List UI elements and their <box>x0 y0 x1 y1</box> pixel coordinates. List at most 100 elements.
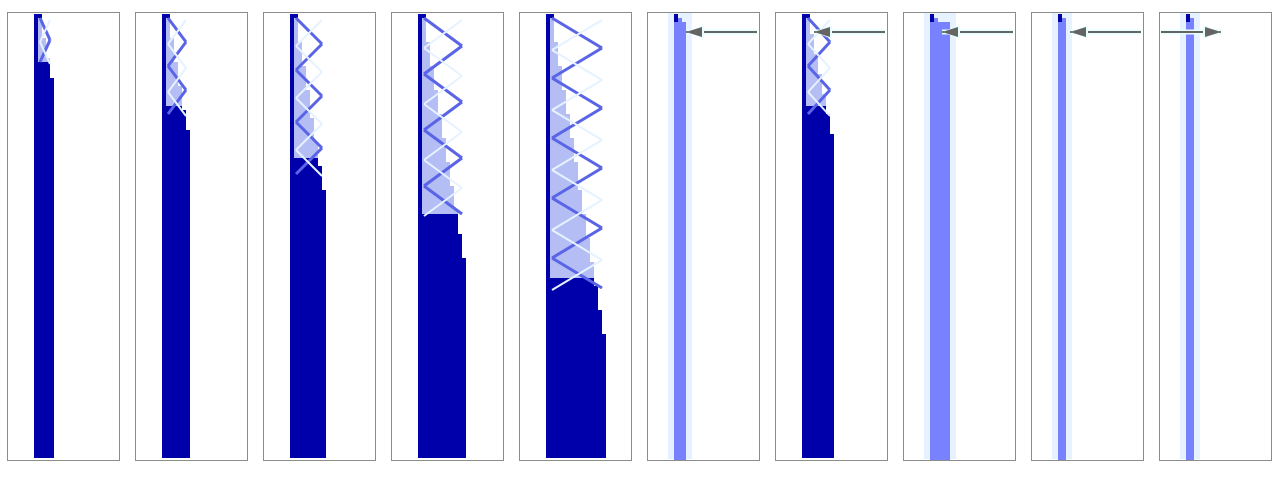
diagonal-line <box>551 46 603 80</box>
dark-edge <box>418 110 422 114</box>
dark-row <box>290 262 326 266</box>
dark-edge <box>290 86 294 90</box>
dark-row <box>162 298 190 302</box>
dark-row <box>34 386 54 390</box>
dark-row <box>162 426 190 430</box>
dark-row <box>290 346 326 350</box>
panel-8 <box>903 12 1016 461</box>
dark-row <box>34 390 54 394</box>
diagonal-line <box>551 106 603 140</box>
dark-edge <box>546 110 550 114</box>
dark-row <box>418 290 466 294</box>
dark-row <box>162 234 190 238</box>
dark-row <box>34 226 54 230</box>
dark-row <box>34 354 54 358</box>
dark-row <box>34 162 54 166</box>
dark-row <box>546 406 606 410</box>
column-strip <box>930 22 950 460</box>
light-row <box>546 258 590 262</box>
dark-edge <box>162 66 166 70</box>
dark-row <box>802 430 834 434</box>
dark-edge <box>418 34 422 38</box>
dark-row <box>162 198 190 202</box>
dark-row <box>162 270 190 274</box>
diagonal-line <box>294 146 324 176</box>
dark-row <box>546 306 598 310</box>
light-row <box>802 78 822 82</box>
dark-row <box>418 218 458 222</box>
dark-row <box>418 282 466 286</box>
dark-edge <box>546 234 550 238</box>
diagonal-line <box>423 72 463 104</box>
dark-row <box>290 430 326 434</box>
diagonal-highlight <box>551 139 603 171</box>
dark-row <box>34 334 54 338</box>
light-row <box>418 170 450 174</box>
dark-row <box>418 414 466 418</box>
light-row <box>290 86 306 90</box>
dark-edge <box>546 58 550 62</box>
dark-edge <box>162 98 166 102</box>
column-strip <box>1186 22 1194 460</box>
dark-row <box>34 222 54 226</box>
dark-row <box>34 210 54 214</box>
dark-row <box>418 422 466 426</box>
dark-row <box>34 206 54 210</box>
dark-row <box>162 202 190 206</box>
dark-row <box>34 270 54 274</box>
dark-edge <box>418 58 422 62</box>
dark-edge <box>546 18 550 22</box>
dark-edge <box>290 94 294 98</box>
dark-edge <box>546 106 550 110</box>
dark-row <box>802 326 834 330</box>
dark-row <box>34 126 54 130</box>
dark-edge <box>290 42 294 46</box>
dark-edge <box>802 22 806 26</box>
dark-row <box>34 118 54 122</box>
light-row <box>162 70 178 74</box>
dark-edge <box>290 154 294 158</box>
light-row <box>546 182 578 186</box>
dark-row <box>546 366 606 370</box>
dark-row <box>290 266 326 270</box>
light-row <box>418 42 430 46</box>
dark-edge <box>546 42 550 46</box>
light-row <box>418 142 446 146</box>
dark-row <box>418 438 466 442</box>
dark-row <box>418 250 462 254</box>
light-row <box>546 62 558 66</box>
dark-row <box>34 254 54 258</box>
panel-content <box>1052 13 1072 460</box>
dark-edge <box>418 94 422 98</box>
light-row <box>418 210 458 214</box>
dark-row <box>546 314 602 318</box>
dark-row <box>34 102 54 106</box>
dark-row <box>162 450 190 454</box>
dark-edge <box>546 238 550 242</box>
dark-row <box>162 250 190 254</box>
dark-row <box>802 318 834 322</box>
dark-row <box>802 222 834 226</box>
dark-row <box>802 134 834 138</box>
seed-cell <box>290 14 294 18</box>
dark-edge <box>290 18 294 22</box>
dark-row <box>802 218 834 222</box>
dark-row <box>546 350 606 354</box>
dark-row <box>802 178 834 182</box>
dark-edge <box>418 18 422 22</box>
dark-row <box>802 454 834 458</box>
dark-edge <box>418 46 422 50</box>
light-row <box>290 146 318 150</box>
light-row <box>802 54 818 58</box>
dark-edge <box>546 26 550 30</box>
dark-row <box>418 370 466 374</box>
dark-row <box>290 270 326 274</box>
seed-cell <box>38 14 42 18</box>
dark-row <box>34 378 54 382</box>
dark-row <box>290 438 326 442</box>
dark-row <box>546 418 606 422</box>
dark-row <box>34 338 54 342</box>
dark-row <box>162 210 190 214</box>
dark-row <box>802 166 834 170</box>
light-row <box>546 126 570 130</box>
